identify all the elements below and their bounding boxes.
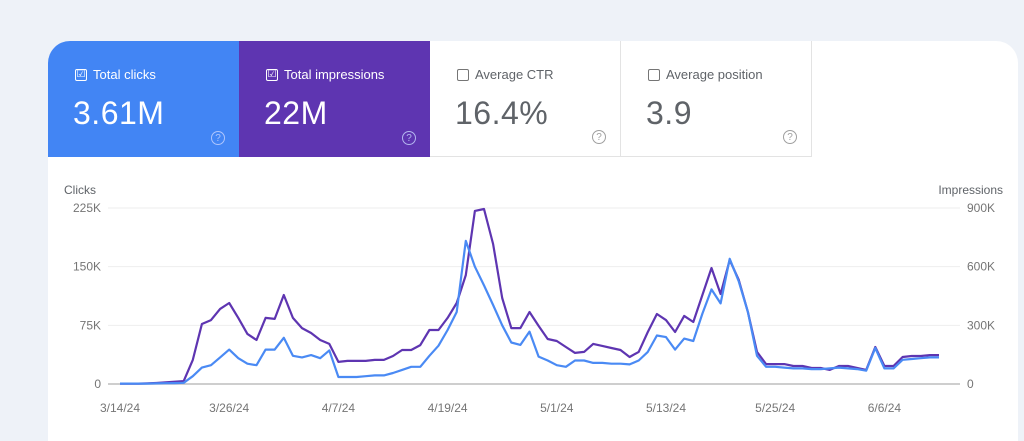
checkbox-checked-icon[interactable]: ☑ <box>266 68 278 81</box>
right-axis-title: Impressions <box>938 183 1003 197</box>
x-tick-label: 3/14/24 <box>100 401 140 415</box>
metric-average-position[interactable]: Average position 3.9 ? <box>621 41 812 157</box>
left-tick-label: 150K <box>73 260 101 274</box>
metric-label: Average position <box>666 67 763 82</box>
left-tick-label: 225K <box>73 201 101 215</box>
left-tick-label: 75K <box>80 318 101 332</box>
right-tick-label: 300K <box>967 318 995 332</box>
metric-label: Total impressions <box>284 67 385 82</box>
checkbox-checked-icon[interactable]: ☑ <box>75 68 87 81</box>
checkbox-unchecked-icon[interactable] <box>457 68 469 81</box>
metric-value: 22M <box>264 95 328 131</box>
series-line-impressions <box>120 207 939 385</box>
metric-tiles: ☑ Total clicks 3.61M ? ☑ Total impressions… <box>48 41 812 157</box>
right-tick-label: 900K <box>967 201 995 215</box>
x-tick-label: 5/1/24 <box>540 401 574 415</box>
metric-average-ctr[interactable]: Average CTR 16.4% ? <box>430 41 621 157</box>
metric-total-impressions[interactable]: ☑ Total impressions 22M ? <box>239 41 430 157</box>
x-tick-label: 5/13/24 <box>646 401 686 415</box>
metric-total-clicks[interactable]: ☑ Total clicks 3.61M ? <box>48 41 239 157</box>
right-tick-label: 600K <box>967 260 995 274</box>
x-tick-label: 4/7/24 <box>322 401 356 415</box>
performance-card: ☑ Total clicks 3.61M ? ☑ Total impressions… <box>48 41 1018 441</box>
series-line-clicks <box>120 239 939 385</box>
performance-chart: Clicks Impressions 0 0 75K 300K 150K 600K 225K… <box>64 183 1003 415</box>
right-tick-label: 0 <box>967 377 974 391</box>
x-tick-label: 5/25/24 <box>755 401 795 415</box>
x-tick-label: 6/6/24 <box>868 401 902 415</box>
checkbox-unchecked-icon[interactable] <box>648 68 660 81</box>
metric-value: 3.9 <box>646 95 692 131</box>
left-tick-label: 0 <box>94 377 101 391</box>
metric-value: 16.4% <box>455 95 549 131</box>
metric-value: 3.61M <box>73 95 165 131</box>
x-tick-label: 3/26/24 <box>209 401 249 415</box>
x-tick-label: 4/19/24 <box>428 401 468 415</box>
metric-label: Average CTR <box>475 67 554 82</box>
metric-label: Total clicks <box>93 67 156 82</box>
help-icon[interactable]: ? <box>402 131 416 145</box>
help-icon[interactable]: ? <box>592 130 606 144</box>
left-axis-title: Clicks <box>64 183 96 197</box>
help-icon[interactable]: ? <box>783 130 797 144</box>
help-icon[interactable]: ? <box>211 131 225 145</box>
